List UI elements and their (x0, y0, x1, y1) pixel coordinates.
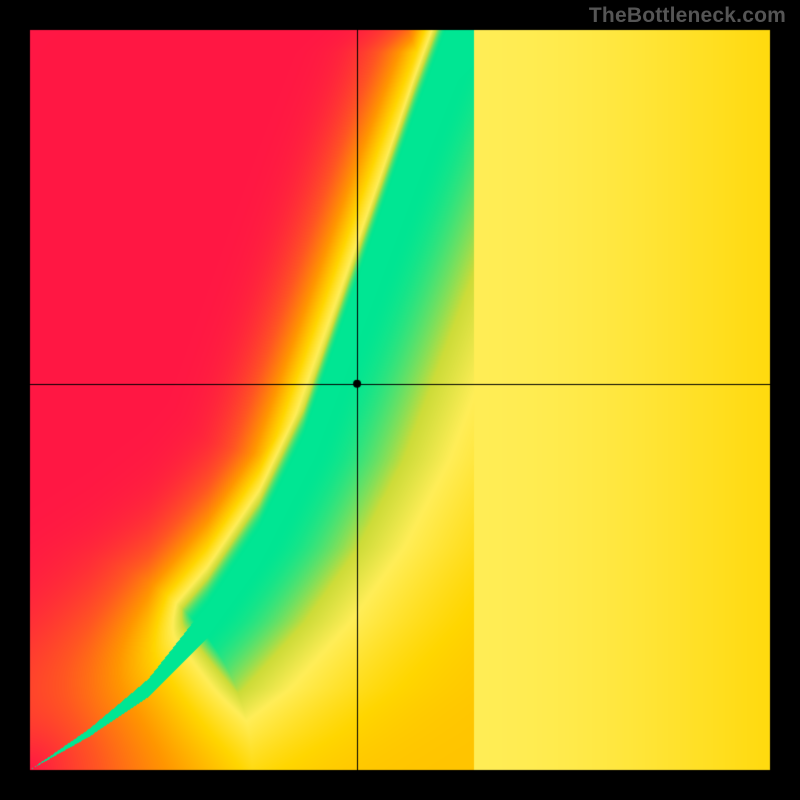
watermark-text: TheBottleneck.com (589, 4, 786, 28)
bottleneck-heatmap (0, 0, 800, 800)
